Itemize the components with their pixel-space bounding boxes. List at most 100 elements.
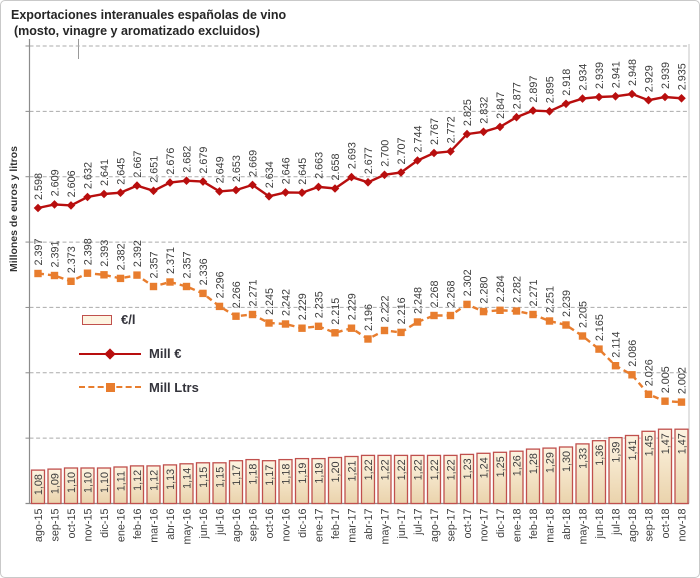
mill-eur-point [429, 148, 439, 158]
mill-ltrs-swatch-marker [106, 382, 115, 392]
bar [30, 469, 46, 505]
bar [591, 440, 607, 505]
mill-ltrs-point [677, 398, 686, 406]
mill-eur-label: 2.935 [676, 63, 688, 90]
chart-title-line2: (mosto, vinagre y aromatizado excluidos) [14, 24, 260, 38]
mill-eur-point [248, 180, 257, 190]
bar-label: 1,29 [544, 452, 556, 473]
bar [245, 458, 260, 505]
mill-ltrs-label: 2.251 [544, 286, 556, 313]
mill-eur-point [33, 203, 43, 213]
x-tick-label: abr-16 [165, 509, 177, 540]
mill-ltrs-label: 2.005 [660, 366, 672, 393]
mill-eur-label: 2.634 [264, 161, 276, 188]
mill-eur-label: 2.606 [66, 170, 78, 197]
mill-eur-point [363, 178, 373, 187]
mill-eur-label: 2.825 [462, 99, 474, 126]
mill-ltrs-label: 2.222 [379, 295, 391, 322]
bar [476, 452, 491, 505]
mill-eur-label: 2.941 [610, 61, 622, 88]
mill-eur-point [132, 181, 142, 190]
mill-ltrs-point [496, 306, 504, 314]
mill-eur-point [380, 170, 389, 180]
bar-label: 1,22 [363, 459, 375, 480]
mill-ltrs-label: 2.280 [478, 277, 490, 304]
mill-ltrs-point [100, 271, 108, 279]
bar-label: 1,18 [247, 464, 259, 485]
bar-label: 1,25 [495, 456, 507, 477]
x-tick-label: mar-16 [148, 509, 160, 543]
x-tick-label: ago-15 [33, 509, 45, 543]
mill-ltrs-label: 2.392 [132, 240, 144, 267]
mill-eur-label: 2.847 [495, 92, 507, 119]
mill-ltrs-point [611, 362, 620, 370]
mill-ltrs-label: 2.086 [627, 340, 639, 367]
mill-ltrs-label: 2.398 [82, 238, 94, 265]
bar [492, 451, 508, 505]
mill-eur-label: 2.645 [115, 158, 127, 185]
bar [459, 453, 475, 505]
x-tick-label: nov-17 [478, 509, 490, 542]
bar-label: 1,19 [313, 463, 325, 484]
mill-ltrs-point [512, 307, 521, 315]
mill-eur-label: 2.651 [148, 156, 160, 183]
mill-ltrs-point [83, 269, 92, 277]
bar-label: 1,18 [280, 464, 292, 485]
mill-ltrs-label: 2.271 [247, 279, 259, 306]
bar [129, 465, 145, 505]
mill-ltrs-label: 2.371 [165, 247, 177, 274]
mill-ltrs-point [199, 289, 207, 298]
bar-label: 1,15 [214, 467, 226, 488]
mill-ltrs-point [67, 277, 75, 285]
bar-label: 1,47 [676, 433, 688, 454]
mill-eur-point [66, 201, 76, 210]
mill-ltrs-label: 2.229 [297, 293, 309, 320]
legend-item-eur-per-litre: €/l [79, 309, 199, 330]
x-tick-label: ago-16 [231, 509, 243, 543]
mill-ltrs-label: 2.165 [594, 314, 606, 341]
bar [47, 468, 62, 505]
mill-ltrs-point [281, 320, 290, 328]
bar-label: 1,30 [561, 451, 573, 472]
mill-ltrs-point [595, 345, 603, 353]
mill-ltrs-point [430, 311, 438, 320]
mill-eur-point [116, 188, 125, 197]
mill-ltrs-label: 2.357 [181, 251, 193, 278]
mill-ltrs-point [397, 328, 405, 337]
x-tick-label: jul-16 [214, 509, 226, 536]
bar-label: 1,10 [99, 472, 111, 493]
mill-ltrs-label: 2.196 [363, 304, 375, 331]
mill-eur-point [479, 127, 488, 137]
legend-label-mill-eur: Mill € [149, 346, 182, 361]
bar [674, 428, 689, 505]
bar [278, 458, 293, 505]
bar-label: 1,24 [478, 457, 490, 478]
mill-eur-label: 2.669 [247, 150, 259, 177]
legend-label-eur-per-litre: €/l [121, 312, 136, 327]
bar [311, 457, 326, 505]
mill-eur-label: 2.646 [280, 157, 292, 184]
mill-eur-point [495, 122, 505, 132]
bar [63, 467, 79, 505]
mill-eur-point [644, 95, 653, 105]
mill-ltrs-point [50, 271, 59, 280]
bar [509, 450, 524, 505]
x-tick-label: jun-17 [396, 509, 408, 540]
mill-eur-point [611, 92, 620, 101]
bar-label: 1,39 [610, 442, 622, 463]
mill-ltrs-point [463, 300, 471, 309]
mill-eur-label: 2.679 [198, 147, 210, 174]
x-tick-label: may-17 [379, 509, 391, 545]
mill-eur-label: 2.939 [660, 62, 672, 89]
mill-ltrs-label: 2.114 [610, 331, 622, 357]
x-tick-label: dic-15 [99, 509, 111, 538]
mill-ltrs-point [248, 310, 257, 319]
bar [146, 465, 161, 505]
mill-eur-label: 2.667 [132, 151, 144, 178]
bar-label: 1,41 [627, 440, 639, 461]
mill-eur-point [314, 182, 323, 192]
chart-title: Exportaciones interanuales españolas de … [11, 7, 311, 39]
bar-label: 1,33 [577, 448, 589, 469]
bar [360, 454, 376, 505]
x-tick-label: oct-17 [462, 509, 474, 539]
